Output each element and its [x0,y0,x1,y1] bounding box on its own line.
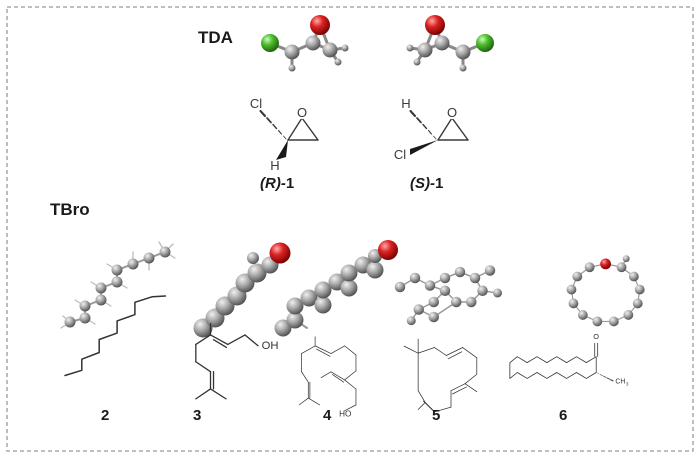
svg-text:O: O [297,105,307,120]
svg-text:H: H [270,158,279,173]
svg-text:3: 3 [626,381,629,387]
svg-text:Cl: Cl [394,147,406,162]
svg-text:O: O [447,105,457,120]
svg-text:Cl: Cl [250,96,262,111]
svg-text:HO: HO [339,410,351,419]
svg-text:OH: OH [262,340,279,352]
svg-text:CH: CH [615,378,625,385]
svg-text:H: H [401,96,410,111]
svg-text:O: O [593,332,599,341]
